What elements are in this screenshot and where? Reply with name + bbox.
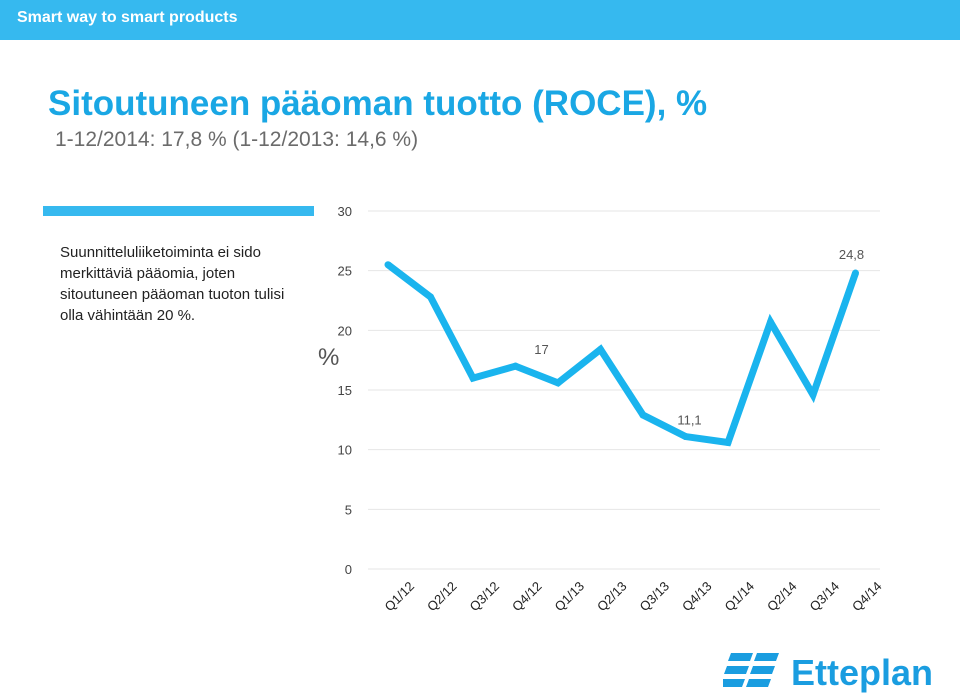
y-tick-label: 20	[338, 323, 352, 338]
accent-divider	[43, 206, 314, 216]
x-tick-label: Q2/12	[424, 578, 460, 614]
x-tick-label: Q1/13	[552, 578, 588, 614]
x-tick-label: Q4/12	[509, 578, 545, 614]
roce-target-note: Suunnitteluliiketoiminta ei sido merkitt…	[60, 244, 285, 324]
data-point	[512, 362, 519, 370]
x-tick-label: Q3/12	[467, 578, 503, 614]
x-tick-label: Q2/13	[594, 578, 630, 614]
x-tick-label: Q3/14	[807, 578, 843, 614]
data-label: 24,8	[839, 247, 864, 262]
data-point	[767, 318, 774, 326]
y-axis-label: %	[318, 344, 340, 371]
data-point	[597, 345, 604, 353]
data-point	[427, 293, 434, 301]
data-point	[682, 433, 689, 441]
x-tick-label: Q2/14	[764, 578, 800, 614]
series-line	[385, 261, 859, 447]
y-tick-label: 25	[338, 264, 352, 279]
x-tick-label: Q1/12	[382, 578, 418, 614]
etteplan-logo-text: Etteplan	[791, 652, 934, 693]
y-tick-label: 0	[345, 562, 352, 577]
data-point	[809, 391, 817, 399]
data-label: 11,1	[677, 413, 701, 428]
data-point	[852, 269, 859, 277]
header-bar: Smart way to smart products	[0, 0, 960, 40]
x-tick-label: Q4/13	[679, 578, 715, 614]
y-tick-label: 5	[345, 502, 352, 517]
data-point	[554, 379, 562, 387]
y-tick-label: 30	[338, 204, 352, 219]
data-point	[724, 439, 732, 447]
etteplan-logo-icon	[720, 651, 785, 696]
data-label: 17	[534, 342, 548, 357]
page-title: Sitoutuneen pääoman tuotto (ROCE), %	[48, 84, 708, 123]
data-point	[384, 261, 392, 269]
y-tick-label: 10	[338, 443, 352, 458]
data-point	[469, 374, 477, 382]
page-subtitle: 1-12/2014: 17,8 % (1-12/2013: 14,6 %)	[55, 128, 419, 151]
x-tick-label: Q4/14	[849, 578, 885, 614]
data-point	[639, 411, 647, 419]
x-tick-label: Q1/14	[722, 578, 758, 614]
y-tick-label: 15	[338, 383, 352, 398]
header-tagline: Smart way to smart products	[17, 9, 238, 26]
x-tick-label: Q3/13	[637, 578, 673, 614]
